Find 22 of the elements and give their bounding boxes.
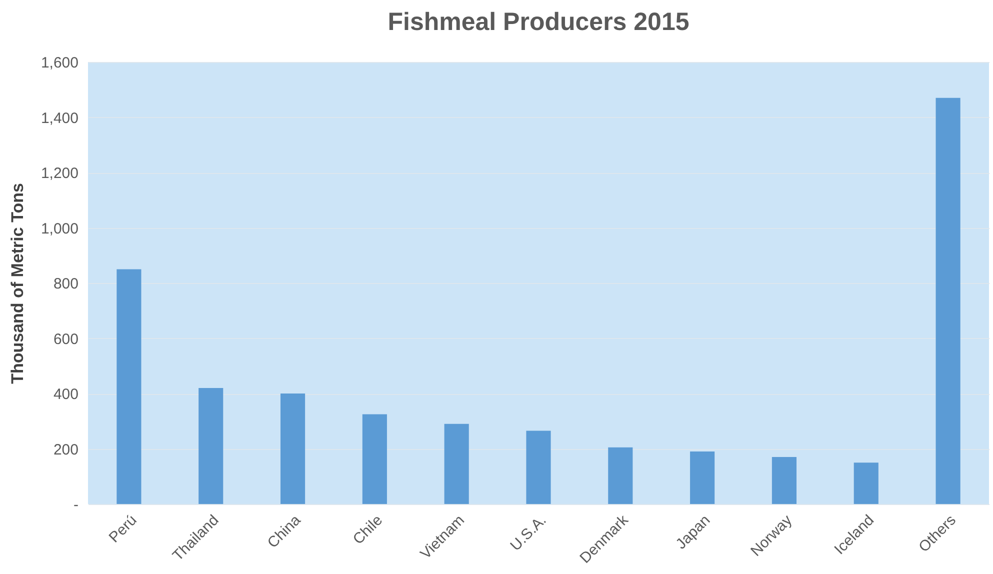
bar [690, 452, 715, 504]
y-tick-label: 1,400 [40, 110, 78, 127]
y-tick-label: - [74, 496, 78, 514]
y-axis-title: Thousand of Metric Tons [8, 183, 27, 384]
bar [280, 394, 306, 504]
bar [608, 447, 633, 504]
bar [362, 414, 387, 504]
y-tick-label: 1,200 [40, 165, 78, 182]
y-tick-label: 1,600 [40, 54, 78, 72]
bar [198, 388, 224, 504]
bar [526, 430, 551, 504]
y-tick-label: 800 [53, 276, 78, 292]
bar [772, 457, 797, 504]
bar [116, 269, 142, 504]
y-tick-label: 1,000 [40, 220, 78, 238]
bar [854, 462, 878, 504]
bar [444, 424, 469, 504]
bar [936, 98, 960, 504]
y-tick-label: 400 [53, 386, 78, 403]
y-tick-label: 600 [53, 330, 78, 348]
chart-title: Fishmeal Producers 2015 [388, 8, 690, 36]
y-tick-label: 200 [53, 441, 78, 458]
